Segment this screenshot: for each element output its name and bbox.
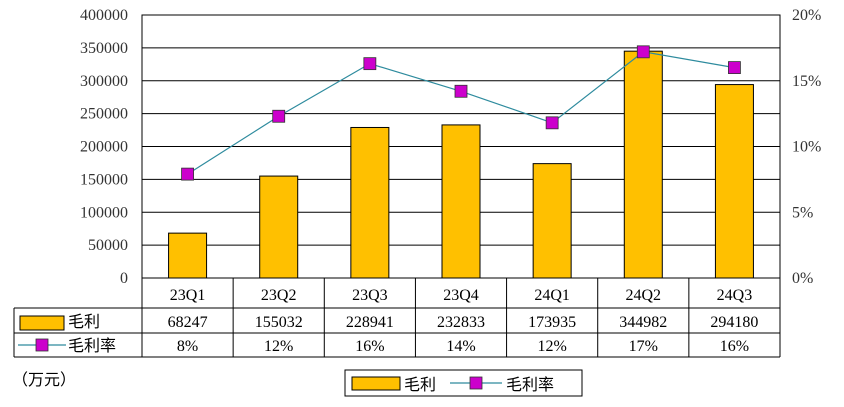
table-bar-key (19, 315, 65, 331)
bar (532, 163, 572, 279)
legend-line-label: 毛利率 (506, 375, 554, 394)
bar-series (168, 50, 754, 279)
line-marker (363, 57, 377, 71)
table-line-key-marker (35, 338, 49, 352)
left-tick-label: 300000 (80, 73, 128, 90)
bar-value-label: 294180 (710, 314, 758, 331)
bar-value-label: 68247 (168, 314, 208, 331)
left-tick-label: 0 (120, 270, 128, 287)
bar-value-label: 344982 (619, 314, 667, 331)
category-label: 24Q2 (626, 287, 662, 304)
right-tick-label: 0% (792, 270, 813, 287)
table-bar-series-name: 毛利 (68, 312, 100, 331)
bar (714, 84, 754, 279)
line-value-label: 12% (537, 338, 566, 355)
line-series (181, 45, 741, 181)
legend-bar-label: 毛利 (404, 375, 436, 394)
line-value-label: 8% (177, 338, 198, 355)
bar-value-label: 173935 (528, 314, 576, 331)
unit-label: （万元） (12, 370, 77, 389)
bar (168, 232, 208, 279)
line-value-label: 16% (355, 338, 384, 355)
left-tick-label: 400000 (80, 7, 128, 24)
left-tick-label: 150000 (80, 171, 128, 188)
legend-bar-key (351, 376, 401, 391)
bar (350, 126, 390, 279)
legend: 毛利 毛利率 (344, 369, 583, 397)
line-value-label: 16% (720, 338, 749, 355)
left-axis: 0 50000 100000 150000 200000 250000 300000 3500… (80, 7, 128, 287)
left-tick-label: 100000 (80, 204, 128, 221)
line-value-label: 14% (446, 338, 475, 355)
category-label: 24Q3 (717, 287, 753, 304)
bar-value-label: 155032 (255, 314, 303, 331)
legend-line-marker (469, 376, 483, 390)
line-value-label: 17% (629, 338, 658, 355)
right-tick-label: 20% (792, 7, 821, 24)
line-marker (272, 109, 286, 123)
line-marker (728, 61, 741, 74)
category-label: 23Q1 (170, 287, 206, 304)
line-marker (545, 116, 559, 130)
bar (441, 124, 481, 279)
line-marker (181, 167, 194, 181)
category-label: 24Q1 (534, 287, 570, 304)
category-label: 23Q3 (352, 287, 388, 304)
data-table: 23Q1 68247 8% 23Q2 155032 12% 23Q3 228941 16% 23Q… (13, 278, 781, 358)
bar (259, 175, 299, 279)
right-tick-label: 10% (792, 139, 821, 156)
left-tick-label: 50000 (88, 237, 128, 254)
left-tick-label: 350000 (80, 40, 128, 57)
bar (623, 50, 663, 279)
category-label: 23Q2 (261, 287, 297, 304)
line-marker (636, 45, 650, 59)
right-axis: 0% 5% 10% 15% 20% (792, 7, 821, 287)
right-tick-label: 15% (792, 73, 821, 90)
line-marker (454, 84, 468, 98)
left-tick-label: 250000 (80, 106, 128, 123)
left-tick-label: 200000 (80, 139, 128, 156)
line-value-label: 12% (264, 338, 293, 355)
right-tick-label: 5% (792, 204, 813, 221)
bar-value-label: 228941 (346, 314, 394, 331)
category-label: 23Q4 (443, 287, 479, 304)
table-line-series-name: 毛利率 (68, 336, 116, 355)
bar-value-label: 232833 (437, 314, 485, 331)
